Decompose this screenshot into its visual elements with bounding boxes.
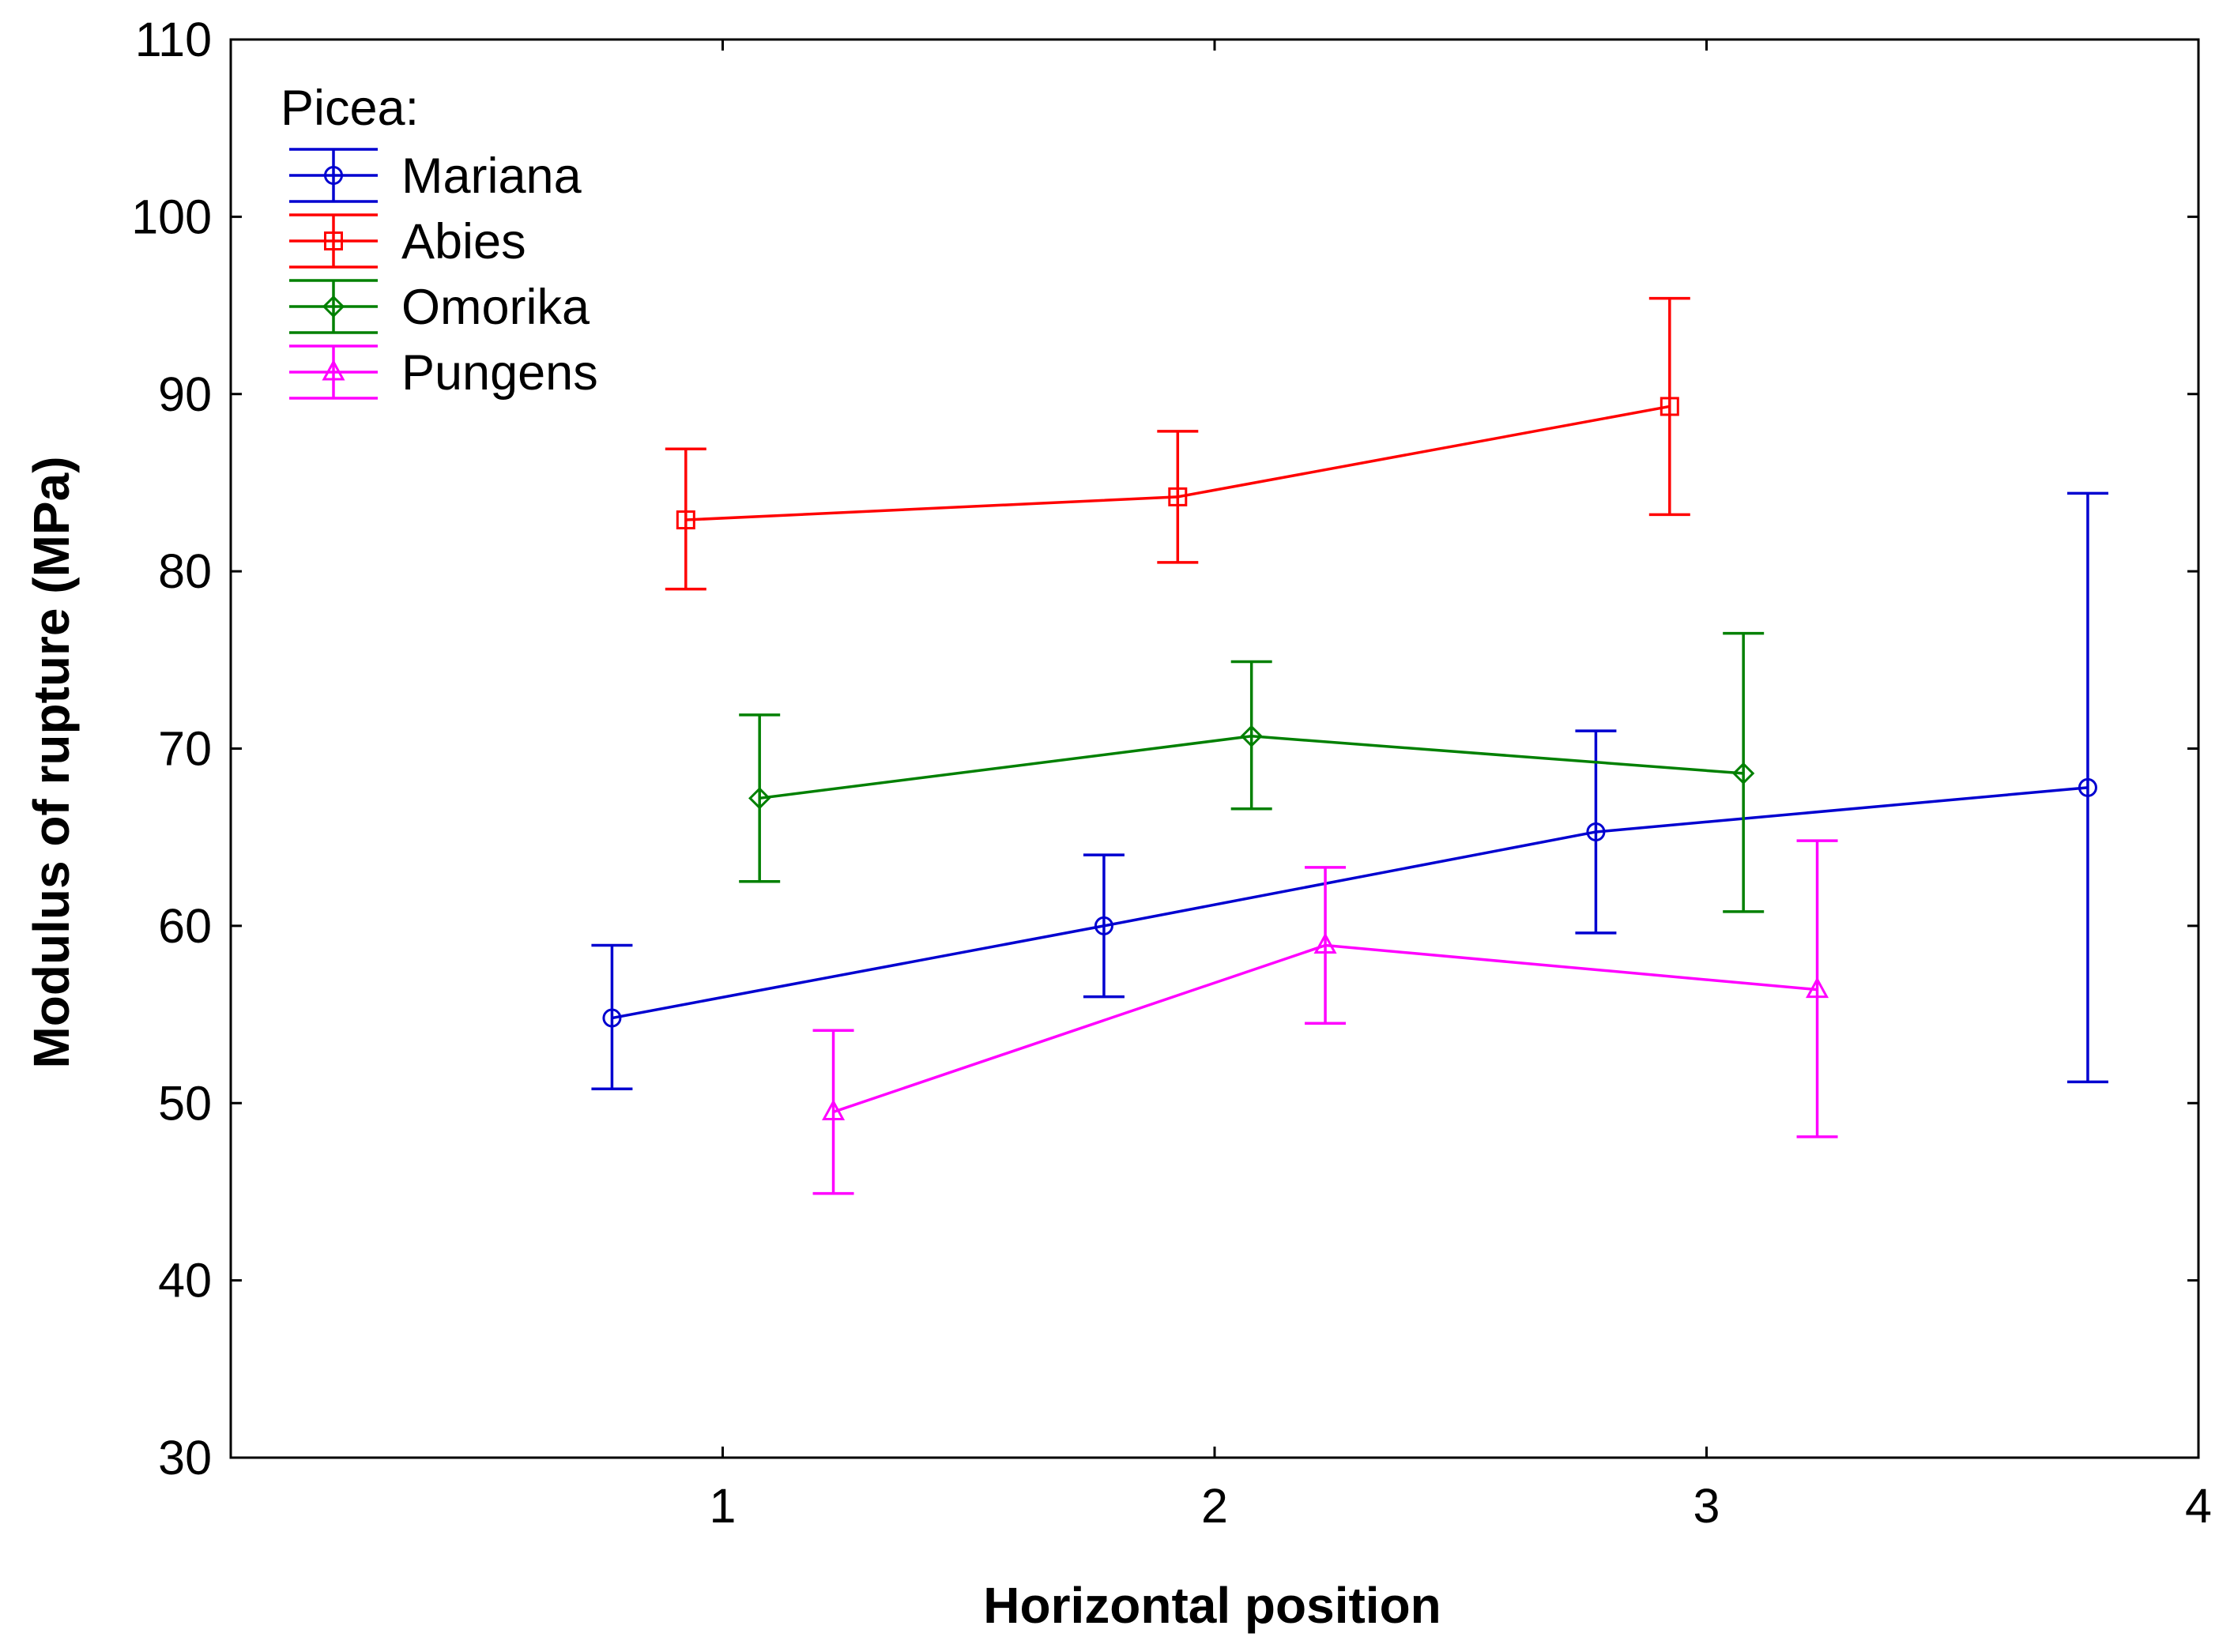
series-pungens bbox=[812, 839, 1838, 1195]
legend-item-pungens: Pungens bbox=[289, 344, 598, 401]
legend-marker-abies bbox=[324, 231, 343, 250]
legend-label-mariana: Mariana bbox=[401, 149, 582, 204]
legend-marker-mariana bbox=[324, 166, 343, 185]
y-tick-label: 70 bbox=[158, 722, 212, 776]
x-tick-label: 2 bbox=[1201, 1479, 1228, 1533]
series-mariana bbox=[591, 491, 2108, 1091]
x-tick-label: 4 bbox=[2185, 1479, 2212, 1533]
y-axis-title: Modulus of rupture (MPa) bbox=[23, 456, 80, 1068]
axis-ticks: 30 40 50 60 70 80 90 100 110 1 2 3 4 bbox=[131, 13, 2212, 1533]
data-point-pungens bbox=[822, 1099, 846, 1120]
data-point-omorika bbox=[1732, 762, 1755, 785]
legend-label-omorika: Omorika bbox=[401, 280, 590, 335]
data-point-mariana bbox=[602, 1008, 622, 1028]
legend-item-abies: Abies bbox=[289, 213, 526, 269]
y-tick-label: 110 bbox=[135, 13, 212, 66]
series-group bbox=[591, 296, 2108, 1195]
data-point-abies bbox=[1168, 487, 1188, 506]
y-tick-label: 90 bbox=[158, 367, 212, 421]
data-point-abies bbox=[676, 510, 695, 530]
data-point-mariana bbox=[1586, 822, 1606, 841]
data-point-mariana bbox=[2078, 777, 2097, 797]
legend-label-pungens: Pungens bbox=[401, 345, 598, 401]
y-tick-label: 60 bbox=[158, 899, 212, 953]
data-point-pungens bbox=[1313, 932, 1337, 954]
legend-item-omorika: Omorika bbox=[289, 279, 590, 335]
legend-marker-omorika bbox=[322, 295, 345, 318]
data-point-omorika bbox=[748, 787, 771, 810]
series-omorika bbox=[739, 631, 1765, 913]
data-point-mariana bbox=[1094, 916, 1113, 935]
legend-title: Picea: bbox=[281, 81, 419, 136]
series-abies bbox=[665, 296, 1690, 591]
y-tick-label: 80 bbox=[158, 544, 212, 598]
legend-item-mariana: Mariana bbox=[289, 148, 582, 204]
series-line-mariana bbox=[612, 786, 2089, 1020]
y-tick-label: 30 bbox=[158, 1431, 212, 1485]
y-tick-label: 50 bbox=[158, 1076, 212, 1130]
y-tick-label: 40 bbox=[158, 1254, 212, 1308]
x-axis-title: Horizontal position bbox=[983, 1577, 1441, 1634]
legend-marker-pungens bbox=[322, 359, 345, 381]
data-point-omorika bbox=[1240, 724, 1263, 747]
data-point-pungens bbox=[1806, 977, 1829, 999]
legend-label-abies: Abies bbox=[401, 214, 526, 269]
y-tick-label: 100 bbox=[131, 190, 212, 243]
x-tick-label: 3 bbox=[1693, 1479, 1720, 1533]
legend: Picea: Mariana Abies Omorika Pungens bbox=[281, 81, 598, 401]
x-tick-label: 1 bbox=[710, 1479, 737, 1533]
data-point-abies bbox=[1660, 397, 1679, 416]
